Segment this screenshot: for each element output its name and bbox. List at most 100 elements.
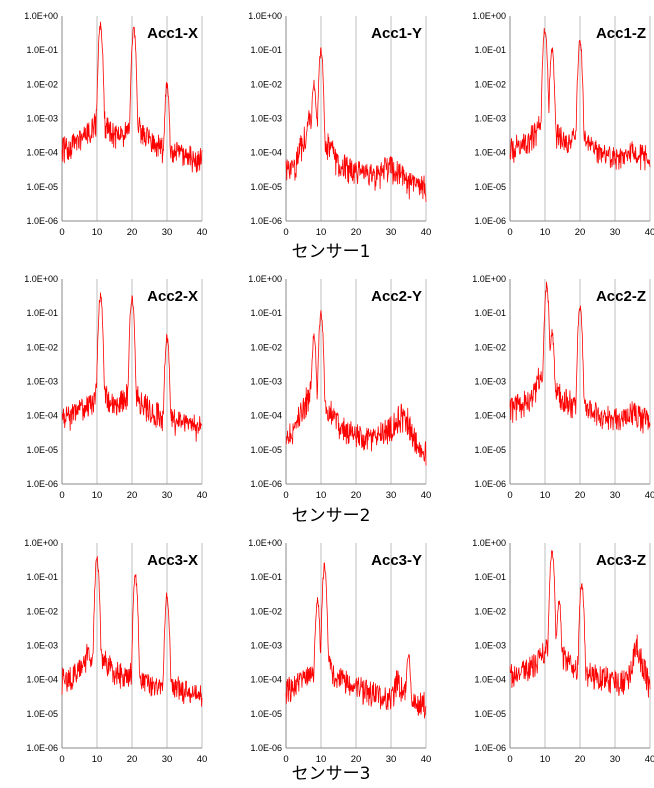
y-tick-label: 1.0E-04 (26, 675, 58, 685)
x-tick-label: 10 (92, 490, 103, 501)
y-tick-label: 1.0E-03 (474, 114, 506, 124)
y-tick-label: 1.0E-06 (250, 216, 282, 226)
x-tick-label: 40 (645, 490, 654, 501)
y-tick-label: 1.0E+00 (472, 11, 506, 21)
y-tick-label: 1.0E-03 (26, 641, 58, 651)
x-tick-label: 40 (645, 227, 654, 238)
chart-title: Acc2-X (147, 288, 198, 305)
y-tick-label: 1.0E-06 (250, 479, 282, 489)
x-tick-label: 40 (421, 227, 432, 238)
y-tick-label: 1.0E-04 (474, 411, 506, 421)
chart-panel-acc1-y: 1.0E-06 1.0E-05 1.0E-04 1.0E-03 1.0E-02 1.0E-… (248, 11, 431, 238)
y-tick-label: 1.0E+00 (24, 538, 58, 548)
series-line (61, 21, 203, 173)
x-tick-label: 30 (610, 490, 621, 501)
x-tick-label: 0 (59, 227, 64, 238)
x-tick-label: 0 (283, 227, 288, 238)
chart-title: Acc3-Y (371, 552, 422, 569)
y-tick-label: 1.0E-04 (26, 148, 58, 158)
y-tick-label: 1.0E-06 (250, 743, 282, 753)
y-tick-label: 1.0E-02 (26, 342, 58, 352)
x-tick-label: 0 (283, 754, 288, 765)
y-tick-label: 1.0E-05 (26, 445, 58, 455)
x-tick-label: 10 (540, 227, 551, 238)
y-tick-label: 1.0E-01 (26, 308, 58, 318)
chart-title: Acc2-Y (371, 288, 422, 305)
y-tick-label: 1.0E-02 (26, 79, 58, 89)
chart-panel-acc2-x: 1.0E-06 1.0E-05 1.0E-04 1.0E-03 1.0E-02 1.0E-… (24, 274, 207, 501)
y-tick-label: 1.0E-01 (474, 308, 506, 318)
y-tick-label: 1.0E+00 (248, 274, 282, 284)
series-line (509, 550, 651, 698)
x-tick-label: 40 (197, 754, 208, 765)
y-tick-label: 1.0E-04 (250, 411, 282, 421)
x-tick-label: 30 (162, 227, 173, 238)
x-tick-label: 0 (507, 227, 512, 238)
y-tick-label: 1.0E-02 (250, 606, 282, 616)
group-label-sensor-1: センサー1 (292, 242, 371, 262)
x-tick-label: 20 (127, 227, 138, 238)
x-tick-label: 30 (162, 754, 173, 765)
series-line (509, 281, 651, 434)
x-tick-label: 0 (507, 754, 512, 765)
y-tick-label: 1.0E+00 (472, 538, 506, 548)
y-tick-label: 1.0E+00 (24, 11, 58, 21)
y-tick-label: 1.0E-01 (250, 45, 282, 55)
y-tick-label: 1.0E-01 (474, 45, 506, 55)
x-tick-label: 0 (59, 754, 64, 765)
y-tick-label: 1.0E+00 (248, 538, 282, 548)
y-tick-label: 1.0E-02 (26, 606, 58, 616)
x-tick-label: 0 (59, 490, 64, 501)
y-tick-label: 1.0E-03 (250, 114, 282, 124)
series-line (285, 47, 427, 203)
x-tick-label: 10 (316, 754, 327, 765)
y-tick-label: 1.0E-04 (26, 411, 58, 421)
y-tick-label: 1.0E-02 (474, 342, 506, 352)
y-tick-label: 1.0E-03 (26, 377, 58, 387)
x-tick-label: 10 (92, 754, 103, 765)
x-tick-label: 30 (386, 754, 397, 765)
y-tick-label: 1.0E-05 (250, 182, 282, 192)
y-tick-label: 1.0E-06 (26, 743, 58, 753)
x-tick-label: 20 (351, 754, 362, 765)
y-tick-label: 1.0E-02 (474, 606, 506, 616)
chart-panel-acc2-z: 1.0E-06 1.0E-05 1.0E-04 1.0E-03 1.0E-02 1.0E-… (472, 274, 654, 501)
y-tick-label: 1.0E-02 (250, 79, 282, 89)
x-tick-label: 40 (197, 227, 208, 238)
x-tick-label: 30 (610, 227, 621, 238)
group-label-sensor-2: センサー2 (292, 506, 371, 526)
x-tick-label: 40 (645, 754, 654, 765)
y-tick-label: 1.0E-03 (474, 377, 506, 387)
y-tick-label: 1.0E-04 (474, 148, 506, 158)
series-line (509, 27, 651, 171)
x-tick-label: 20 (575, 754, 586, 765)
x-tick-label: 40 (197, 490, 208, 501)
y-tick-label: 1.0E-06 (474, 479, 506, 489)
y-tick-label: 1.0E-03 (250, 641, 282, 651)
y-tick-label: 1.0E-01 (474, 572, 506, 582)
y-tick-label: 1.0E-01 (26, 45, 58, 55)
x-tick-label: 30 (386, 490, 397, 501)
y-tick-label: 1.0E-05 (474, 709, 506, 719)
x-tick-label: 10 (316, 490, 327, 501)
x-tick-label: 0 (507, 490, 512, 501)
series-line (285, 310, 427, 466)
x-tick-label: 20 (351, 490, 362, 501)
chart-panel-acc1-z: 1.0E-06 1.0E-05 1.0E-04 1.0E-03 1.0E-02 1.0E-… (472, 11, 654, 238)
y-tick-label: 1.0E-01 (250, 572, 282, 582)
x-tick-label: 10 (540, 490, 551, 501)
chart-panel-acc3-z: 1.0E-06 1.0E-05 1.0E-04 1.0E-03 1.0E-02 1.0E-… (472, 538, 654, 765)
x-tick-label: 40 (421, 490, 432, 501)
y-tick-label: 1.0E-05 (474, 445, 506, 455)
y-tick-label: 1.0E-06 (474, 216, 506, 226)
chart-title: Acc1-Y (371, 25, 422, 42)
x-tick-label: 20 (351, 227, 362, 238)
y-tick-label: 1.0E-04 (250, 675, 282, 685)
group-label-sensor-3: センサー3 (292, 764, 371, 783)
y-tick-label: 1.0E-01 (250, 308, 282, 318)
chart-panel-acc3-y: 1.0E-06 1.0E-05 1.0E-04 1.0E-03 1.0E-02 1.0E-… (248, 538, 431, 765)
chart-panel-acc3-x: 1.0E-06 1.0E-05 1.0E-04 1.0E-03 1.0E-02 1.0E-… (24, 538, 207, 765)
series-line (61, 556, 203, 707)
